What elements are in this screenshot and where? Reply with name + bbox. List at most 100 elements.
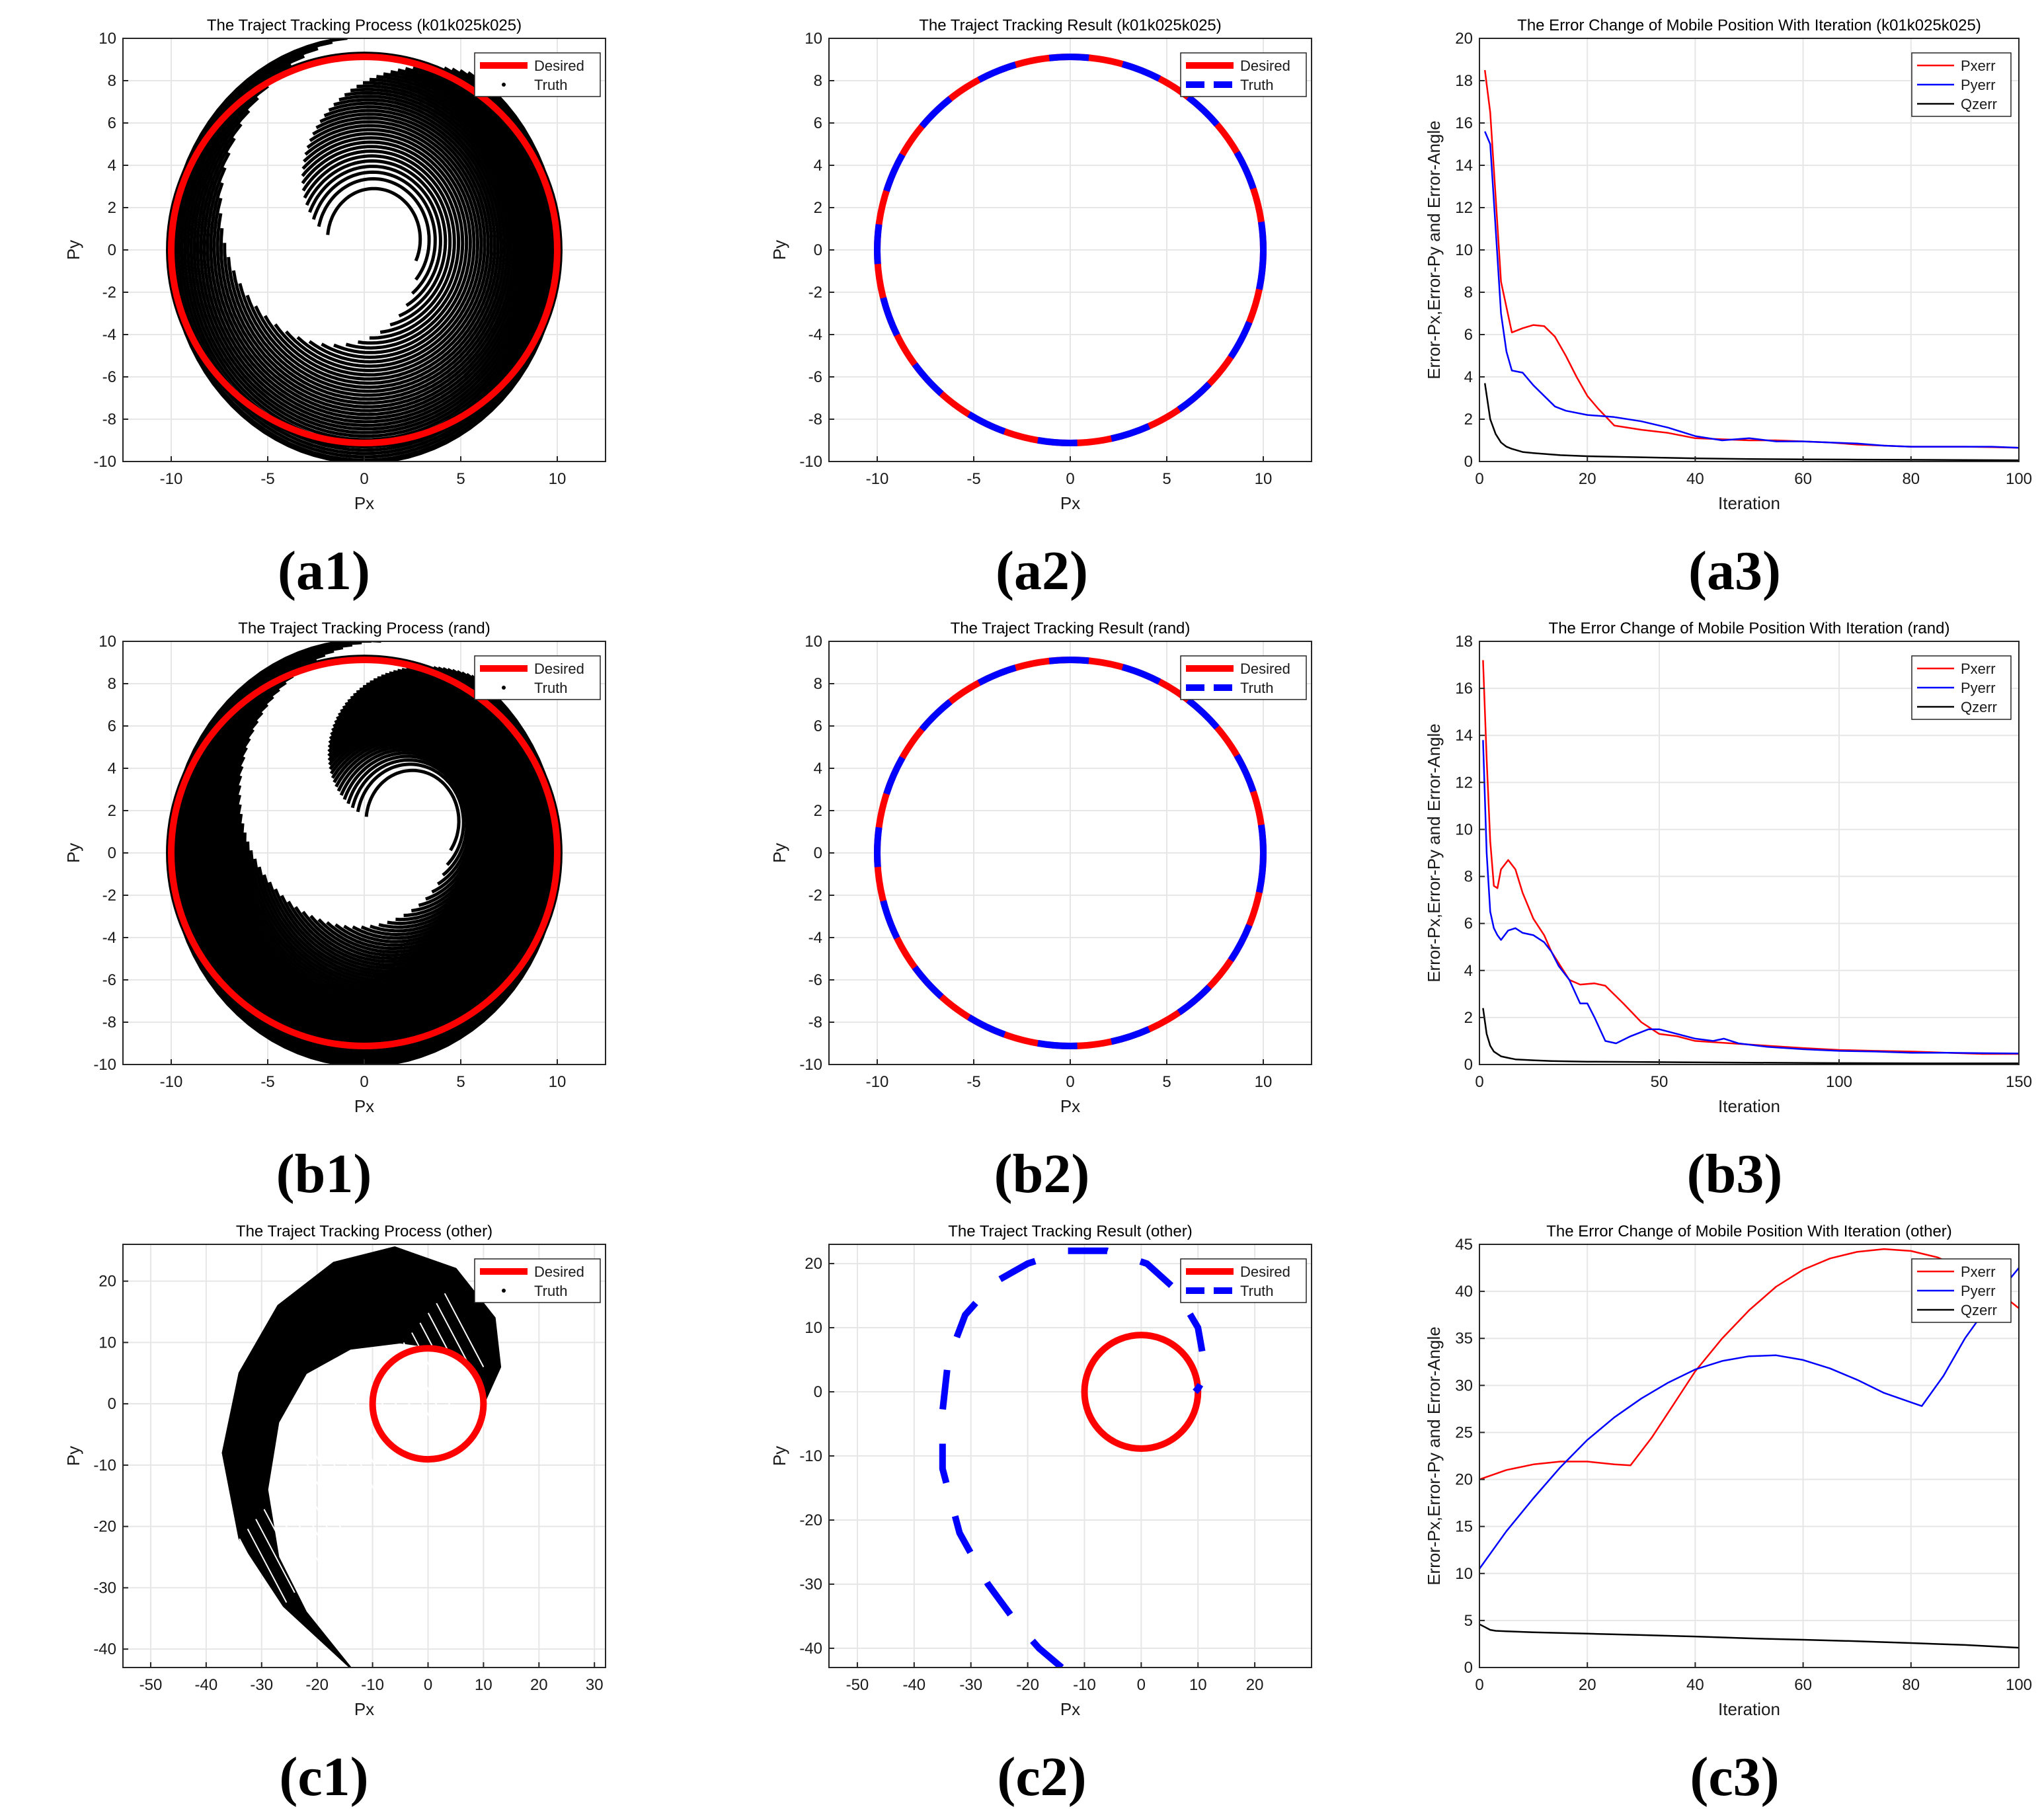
truth-circle bbox=[874, 657, 1267, 1049]
y-tick-label: -4 bbox=[808, 326, 822, 344]
x-tick-label: -5 bbox=[966, 1073, 980, 1091]
truth-curve bbox=[317, 177, 431, 281]
truth-curve bbox=[303, 132, 472, 354]
y-tick-label: -20 bbox=[799, 1511, 822, 1529]
y-tick-label: -10 bbox=[799, 1056, 822, 1074]
chart-title: The Error Change of Mobile Position With… bbox=[1517, 17, 1981, 34]
x-tick-label: 5 bbox=[456, 1073, 465, 1091]
y-tick-label: -10 bbox=[93, 453, 116, 471]
y-tick-label: 2 bbox=[1464, 1009, 1473, 1027]
legend-label-pyerr: Pyerr bbox=[1961, 680, 1996, 696]
truth-region bbox=[221, 1246, 502, 1668]
x-tick-label: 0 bbox=[1066, 470, 1074, 488]
x-tick-label: 150 bbox=[2006, 1073, 2032, 1091]
x-tick-label: 40 bbox=[1686, 1676, 1704, 1694]
truth-region-line bbox=[288, 1479, 329, 1554]
y-axis-label: Py bbox=[63, 843, 83, 863]
x-axis-label: Iteration bbox=[1718, 1096, 1780, 1116]
truth-curve bbox=[334, 742, 481, 912]
panel-label-c3: (c3) bbox=[1690, 1746, 1780, 1808]
truth-curve bbox=[196, 67, 536, 434]
truth-curve bbox=[311, 170, 437, 295]
y-tick-label: -2 bbox=[102, 284, 116, 302]
y-tick-label: 4 bbox=[108, 760, 116, 778]
y-axis-label: Py bbox=[769, 240, 789, 260]
y-tick-label: -2 bbox=[808, 284, 822, 302]
truth-curve bbox=[263, 108, 493, 381]
truth-curve bbox=[301, 140, 465, 345]
legend: Pxerr Pyerr Qzerr bbox=[1911, 52, 2012, 117]
x-tick-label: -10 bbox=[866, 1073, 889, 1091]
legend-box bbox=[1180, 52, 1307, 97]
y-tick-label: 18 bbox=[1455, 633, 1473, 651]
y-tick-label: 20 bbox=[1455, 1471, 1473, 1489]
truth-curve bbox=[231, 95, 506, 397]
y-tick-label: 4 bbox=[1464, 962, 1473, 980]
x-tick-label: 10 bbox=[549, 1073, 567, 1091]
y-tick-label: 20 bbox=[805, 1255, 822, 1273]
y-tick-label: 10 bbox=[1455, 821, 1473, 838]
legend-label-truth: Truth bbox=[534, 77, 568, 93]
y-tick-label: 20 bbox=[1455, 30, 1473, 48]
truth-region-line bbox=[280, 1489, 320, 1564]
axes-frame bbox=[1479, 641, 2020, 1065]
y-tick-label: 10 bbox=[1455, 1565, 1473, 1583]
series-line-pxerr bbox=[1483, 69, 2019, 449]
x-tick-label: 0 bbox=[1137, 1676, 1146, 1694]
truth-curve bbox=[212, 77, 522, 417]
truth-curve bbox=[305, 159, 448, 318]
y-tick-label: 2 bbox=[814, 802, 822, 820]
y-tick-label: 0 bbox=[814, 241, 822, 259]
panel-label-c2: (c2) bbox=[997, 1746, 1087, 1808]
desired-circle bbox=[369, 1345, 487, 1463]
truth-curve bbox=[223, 87, 513, 405]
x-tick-label: 30 bbox=[586, 1676, 604, 1694]
truth-curve bbox=[238, 98, 503, 393]
truth-region-line bbox=[321, 1440, 362, 1515]
legend-box bbox=[474, 655, 601, 700]
desired-circle bbox=[168, 657, 561, 1049]
truth-curve bbox=[317, 715, 502, 954]
panel-label-a2: (a2) bbox=[996, 540, 1088, 602]
truth-circle bbox=[874, 54, 1267, 446]
truth-region-line bbox=[296, 1469, 336, 1545]
legend: Desired Truth bbox=[474, 655, 601, 700]
chart-title: The Error Change of Mobile Position With… bbox=[1546, 1223, 1952, 1240]
truth-curve bbox=[342, 751, 474, 894]
y-tick-label: 0 bbox=[1464, 453, 1473, 471]
axes-frame bbox=[1479, 1244, 2020, 1668]
panel-label-b3: (b3) bbox=[1686, 1143, 1783, 1205]
legend-label-pyerr: Pyerr bbox=[1961, 77, 1996, 93]
truth-curve bbox=[284, 116, 487, 372]
y-tick-label: 4 bbox=[108, 157, 116, 175]
plot-area bbox=[221, 1246, 502, 1668]
series-line-pyerr bbox=[1479, 1267, 2019, 1570]
legend-label-truth: Truth bbox=[534, 680, 568, 696]
legend-label-pyerr: Pyerr bbox=[1961, 1283, 1996, 1299]
y-tick-label: 0 bbox=[108, 241, 116, 259]
y-tick-label: -4 bbox=[808, 929, 822, 947]
y-tick-label: 14 bbox=[1455, 157, 1473, 175]
truth-region-line bbox=[386, 1361, 427, 1436]
truth-curve bbox=[180, 63, 550, 452]
x-tick-label: 5 bbox=[456, 470, 465, 488]
y-tick-label: -10 bbox=[93, 1056, 116, 1074]
y-tick-label: 35 bbox=[1455, 1330, 1473, 1347]
y-tick-label: 5 bbox=[1464, 1612, 1473, 1630]
truth-curve bbox=[202, 70, 531, 427]
plot-area bbox=[874, 657, 1267, 1049]
plot-area bbox=[1483, 69, 2019, 462]
y-tick-label: 2 bbox=[814, 199, 822, 217]
truth-curve bbox=[326, 186, 422, 262]
legend-label-desired: Desired bbox=[534, 58, 584, 74]
truth-curve bbox=[308, 165, 442, 307]
legend-label-desired: Desired bbox=[534, 661, 584, 677]
x-tick-label: 20 bbox=[1579, 1676, 1596, 1694]
y-tick-label: 15 bbox=[1455, 1518, 1473, 1536]
panel-label-a1: (a1) bbox=[278, 540, 370, 602]
x-tick-label: 5 bbox=[1162, 1073, 1171, 1091]
truth-curve bbox=[328, 729, 491, 933]
legend-label-desired: Desired bbox=[1240, 58, 1290, 74]
legend-swatch-truth bbox=[502, 686, 506, 690]
truth-curve bbox=[350, 758, 469, 877]
